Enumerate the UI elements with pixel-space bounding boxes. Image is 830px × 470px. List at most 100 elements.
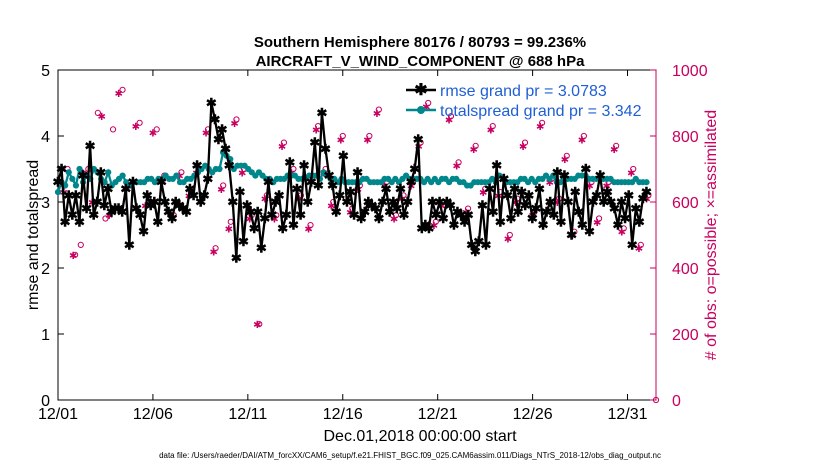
rmse-point: ✱ <box>206 96 217 111</box>
rmse-point: ✱ <box>88 208 99 223</box>
left-tick-label: 2 <box>41 261 50 278</box>
totalspread-point <box>550 172 557 179</box>
rmse-point: ✱ <box>605 195 616 210</box>
rmse-point: ✱ <box>249 221 260 236</box>
rmse-point: ✱ <box>530 201 541 216</box>
obs-assimilated-point: ✱ <box>610 145 618 156</box>
rmse-point: ✱ <box>267 208 278 223</box>
rmse-point: ✱ <box>634 214 645 229</box>
obs-possible-point <box>521 139 529 146</box>
obs-assimilated-point: ✱ <box>278 142 286 153</box>
obs-assimilated-point: ✱ <box>462 208 470 219</box>
chart-title-line1: Southern Hemisphere 80176 / 80793 = 99.2… <box>254 34 586 51</box>
rmse-point: ✱ <box>120 181 131 196</box>
rmse-point: ✱ <box>573 204 584 219</box>
rmse-point: ✱ <box>149 195 160 210</box>
rmse-point: ✱ <box>259 211 270 226</box>
rmse-point: ✱ <box>448 218 459 233</box>
rmse-point: ✱ <box>238 234 249 249</box>
rmse-point: ✱ <box>113 201 124 216</box>
obs-possible-point <box>392 212 400 219</box>
rmse-point: ✱ <box>538 218 549 233</box>
obs-possible-point <box>212 245 219 252</box>
rmse-point: ✱ <box>641 185 652 200</box>
rmse-point: ✱ <box>160 195 171 210</box>
rmse-point: ✱ <box>427 195 438 210</box>
rmse-point: ✱ <box>545 195 556 210</box>
obs-assimilated-point: ✱ <box>380 182 388 193</box>
rmse-point: ✱ <box>181 204 192 219</box>
obs-possible-point <box>153 126 160 133</box>
obs-assimilated-point: ✱ <box>627 168 635 179</box>
rmse-point: ✱ <box>309 135 320 150</box>
rmse-point: ✱ <box>78 168 89 183</box>
rmse-point: ✱ <box>163 204 174 219</box>
obs-possible-point <box>630 165 637 173</box>
rmse-point: ✱ <box>106 204 117 219</box>
rmse-point: ✱ <box>620 211 631 226</box>
rmse-point: ✱ <box>277 221 288 236</box>
rmse-point: ✱ <box>95 165 106 180</box>
obs-assimilated-point: ✱ <box>430 221 438 232</box>
obs-assimilated-point: ✱ <box>238 168 246 179</box>
obs-possible-point <box>136 119 143 126</box>
rmse-series: ✱✱✱✱✱✱✱✱✱✱✱✱✱✱✱✱✱✱✱✱✱✱✱✱✱✱✱✱✱✱✱✱✱✱✱✱✱✱✱✱… <box>53 96 653 266</box>
rmse-point: ✱ <box>555 214 566 229</box>
obs-assimilated-point: ✱ <box>304 224 312 235</box>
obs-assimilated-point: ✱ <box>602 182 610 193</box>
obs-possible-point <box>538 119 546 126</box>
rmse-point: ✱ <box>217 122 228 137</box>
obs-possible-point <box>307 222 314 229</box>
obs-assimilated-point: ✱ <box>327 201 335 212</box>
rmse-point: ✱ <box>416 221 427 236</box>
right-tick-label: 600 <box>672 195 699 212</box>
obs-assimilated-point: ✱ <box>568 231 576 242</box>
obs-possible-point <box>455 159 462 166</box>
rmse-point: ✱ <box>623 188 634 203</box>
rmse-point: ✱ <box>548 208 559 223</box>
rmse-point: ✱ <box>174 198 185 213</box>
rmse-point: ✱ <box>541 204 552 219</box>
rmse-point: ✱ <box>637 191 648 206</box>
obs-assimilated-point: ✱ <box>470 145 478 156</box>
obs-possible-point <box>77 241 84 248</box>
rmse-point: ✱ <box>102 181 113 196</box>
right-tick-label: 200 <box>672 327 699 344</box>
bottom-tick-label: 12/31 <box>608 406 648 423</box>
obs-assimilated-point: ✱ <box>445 116 453 127</box>
obs-possible-point <box>94 109 101 117</box>
plot-area <box>57 69 657 401</box>
rmse-point: ✱ <box>434 195 445 210</box>
rmse-point: ✱ <box>566 228 577 243</box>
rmse-point: ✱ <box>124 237 135 252</box>
rmse-point: ✱ <box>281 208 292 223</box>
obs-assimilated-point: ✱ <box>479 188 487 199</box>
obs-assimilated-point: ✱ <box>105 211 113 222</box>
rmse-point: ✱ <box>509 181 520 196</box>
rmse-point: ✱ <box>60 214 71 229</box>
rmse-point: ✱ <box>452 204 463 219</box>
y-axis-label-left: rmse and totalspread <box>25 160 42 310</box>
rmse-point: ✱ <box>384 204 395 219</box>
rmse-point: ✱ <box>231 251 242 266</box>
rmse-point: ✱ <box>456 208 467 223</box>
rmse-point: ✱ <box>74 214 85 229</box>
obs-possible-point <box>489 123 496 130</box>
right-tick-label: 800 <box>672 129 699 146</box>
rmse-point: ✱ <box>138 224 149 239</box>
right-tick-label: 400 <box>672 261 699 278</box>
rmse-point: ✱ <box>242 198 253 213</box>
rmse-point: ✱ <box>324 168 335 183</box>
rmse-point: ✱ <box>85 138 96 153</box>
rmse-point: ✱ <box>234 185 245 200</box>
rmse-point: ✱ <box>152 214 163 229</box>
totalspread-point <box>119 172 126 179</box>
obs-assimilated-point: ✱ <box>115 89 123 100</box>
obs-possible-point <box>482 185 489 192</box>
rmse-point: ✱ <box>338 148 349 163</box>
right-axis-ticks: 0 200 400 600 800 1000 <box>650 63 708 410</box>
obs-assimilated-point: ✱ <box>519 142 527 153</box>
rmse-point: ✱ <box>438 211 449 226</box>
rmse-point: ✱ <box>227 195 238 210</box>
